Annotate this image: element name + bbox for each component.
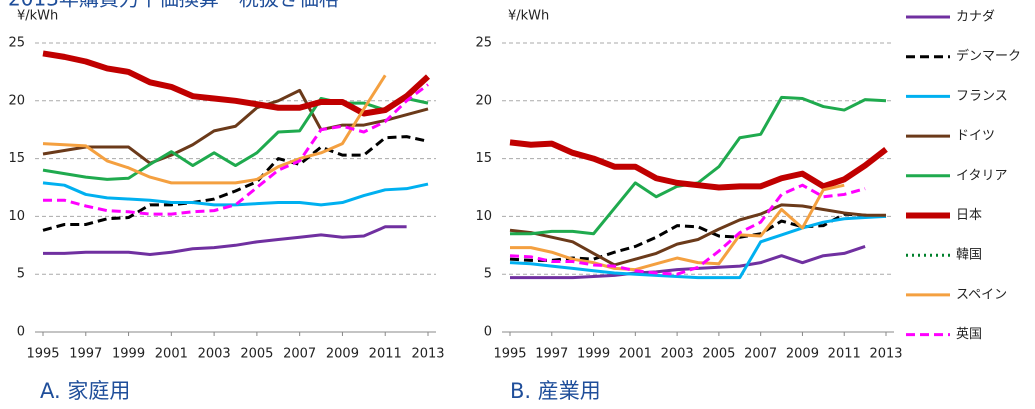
x-tick-label: 1995 bbox=[26, 347, 59, 362]
x-tick-label: 2007 bbox=[283, 347, 316, 362]
panel-caption: A. 家庭用 bbox=[40, 379, 130, 403]
y-tick-label: 15 bbox=[475, 151, 492, 166]
x-tick-label: 2013 bbox=[411, 347, 444, 362]
series-line bbox=[42, 181, 429, 207]
series-line bbox=[42, 96, 429, 181]
x-tick-label: 1999 bbox=[112, 347, 145, 362]
x-tick-label: 2005 bbox=[240, 347, 273, 362]
panel-caption: B. 産業用 bbox=[510, 379, 601, 403]
x-tick-label: 2001 bbox=[155, 347, 188, 362]
legend-label: デンマーク bbox=[956, 48, 1021, 64]
series-line bbox=[509, 139, 888, 191]
series-line bbox=[510, 183, 845, 272]
series-line bbox=[510, 95, 887, 236]
series-line bbox=[509, 214, 887, 280]
x-tick-label: 1999 bbox=[577, 347, 610, 362]
series-line bbox=[42, 74, 387, 185]
legend-label: スペイン bbox=[956, 287, 1007, 302]
series-line bbox=[43, 83, 429, 216]
x-tick-label: 2003 bbox=[661, 347, 694, 362]
x-tick-label: 2009 bbox=[326, 347, 359, 362]
y-axis-label: ¥/kWh bbox=[17, 9, 58, 24]
x-tick-label: 2003 bbox=[198, 347, 231, 362]
series-line bbox=[509, 203, 886, 267]
series-line bbox=[509, 183, 866, 276]
y-axis-label: ¥/kWh bbox=[508, 9, 549, 24]
y-tick-label: 20 bbox=[475, 93, 492, 108]
legend-label: イタリア bbox=[956, 168, 1007, 183]
y-tick-label: 25 bbox=[8, 36, 25, 51]
series-line bbox=[42, 88, 429, 165]
legend-label: カナダ bbox=[956, 10, 995, 25]
y-tick-label: 10 bbox=[8, 209, 25, 224]
y-tick-label: 0 bbox=[484, 325, 492, 340]
x-tick-label: 2009 bbox=[786, 347, 819, 362]
x-tick-label: 2005 bbox=[702, 347, 735, 362]
y-tick-label: 15 bbox=[8, 151, 25, 166]
series-line bbox=[42, 135, 429, 232]
chart-title: 2013年購買力平価換算・税抜き価格 bbox=[8, 0, 339, 11]
x-tick-label: 1997 bbox=[69, 347, 102, 362]
y-tick-label: 25 bbox=[475, 36, 492, 51]
x-tick-label: 2011 bbox=[828, 347, 861, 362]
legend-label: 英国 bbox=[956, 327, 982, 342]
series-line bbox=[43, 225, 407, 257]
series-line bbox=[510, 245, 866, 280]
legend-label: ドイツ bbox=[956, 129, 995, 144]
x-tick-label: 1995 bbox=[493, 347, 526, 362]
legend-label: 韓国 bbox=[956, 248, 982, 263]
legend-label: フランス bbox=[956, 89, 1008, 104]
x-tick-label: 2011 bbox=[369, 347, 402, 362]
y-tick-label: 5 bbox=[17, 267, 25, 282]
x-tick-label: 2001 bbox=[619, 347, 652, 362]
x-tick-label: 2007 bbox=[744, 347, 777, 362]
y-tick-label: 0 bbox=[17, 325, 25, 340]
x-tick-label: 2013 bbox=[869, 347, 902, 362]
y-tick-label: 10 bbox=[475, 209, 492, 224]
y-tick-label: 5 bbox=[484, 267, 492, 282]
series-line bbox=[42, 50, 431, 117]
x-tick-label: 1997 bbox=[535, 347, 568, 362]
legend-label: 日本 bbox=[956, 208, 982, 223]
y-tick-label: 20 bbox=[8, 93, 25, 108]
